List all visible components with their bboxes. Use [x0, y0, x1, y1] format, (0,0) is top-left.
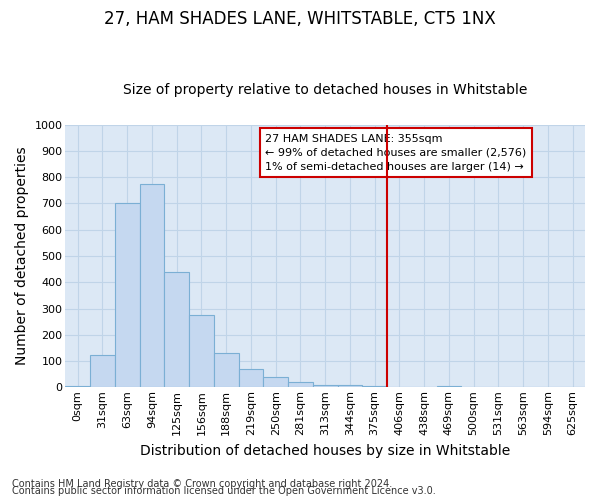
- Text: 27 HAM SHADES LANE: 355sqm
← 99% of detached houses are smaller (2,576)
1% of se: 27 HAM SHADES LANE: 355sqm ← 99% of deta…: [265, 134, 527, 172]
- Bar: [115, 204, 140, 388]
- Bar: [362, 386, 387, 388]
- Y-axis label: Number of detached properties: Number of detached properties: [15, 146, 29, 366]
- Bar: [164, 272, 189, 388]
- Bar: [189, 315, 214, 388]
- Bar: [239, 369, 263, 388]
- X-axis label: Distribution of detached houses by size in Whitstable: Distribution of detached houses by size …: [140, 444, 510, 458]
- Text: Contains public sector information licensed under the Open Government Licence v3: Contains public sector information licen…: [12, 486, 436, 496]
- Bar: [338, 385, 362, 388]
- Bar: [288, 382, 313, 388]
- Bar: [313, 385, 338, 388]
- Title: Size of property relative to detached houses in Whitstable: Size of property relative to detached ho…: [123, 83, 527, 97]
- Bar: [90, 354, 115, 388]
- Bar: [214, 353, 239, 388]
- Bar: [263, 378, 288, 388]
- Bar: [140, 184, 164, 388]
- Bar: [65, 386, 90, 388]
- Bar: [437, 386, 461, 388]
- Text: Contains HM Land Registry data © Crown copyright and database right 2024.: Contains HM Land Registry data © Crown c…: [12, 479, 392, 489]
- Text: 27, HAM SHADES LANE, WHITSTABLE, CT5 1NX: 27, HAM SHADES LANE, WHITSTABLE, CT5 1NX: [104, 10, 496, 28]
